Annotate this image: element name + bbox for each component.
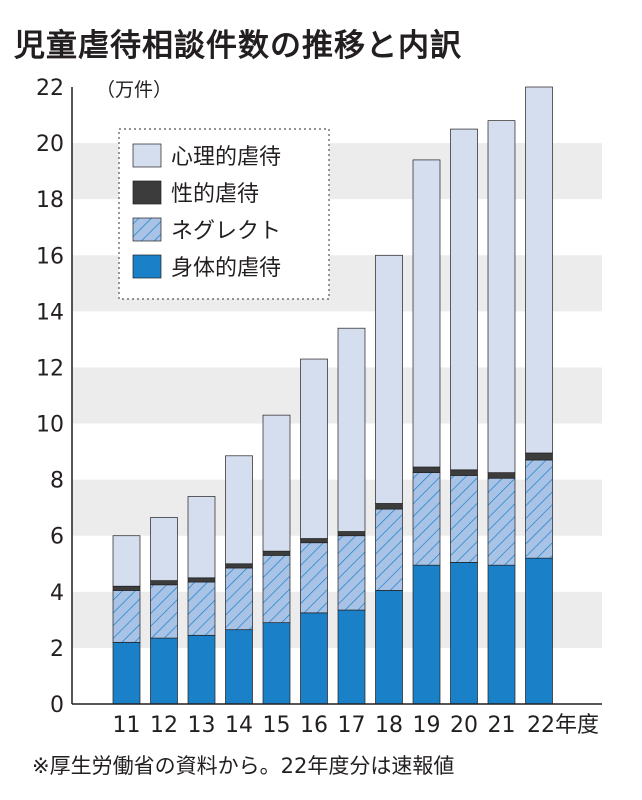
bar-segment [487, 120, 516, 473]
y-tick-label: 2 [50, 637, 64, 662]
y-tick-label: 10 [36, 413, 64, 438]
bar-segment [525, 557, 553, 705]
bar-segment [450, 475, 478, 563]
bar-segment [450, 128, 478, 471]
bar-segment [262, 414, 291, 552]
legend-swatch [132, 217, 162, 242]
bar-segment [412, 472, 441, 566]
bar-segment [112, 641, 141, 705]
x-tick-label: 22年度 [527, 713, 599, 738]
chart-title: 児童虐待相談件数の推移と内訳 [14, 28, 462, 64]
y-tick-label: 18 [36, 188, 64, 213]
bar-segment [300, 538, 328, 544]
bar-segment [187, 496, 216, 579]
y-tick-label: 6 [50, 525, 64, 550]
bar-segment [187, 581, 216, 636]
bar-segment [262, 550, 291, 556]
y-axis-unit: （万件） [96, 79, 172, 101]
bar-segment [112, 590, 141, 643]
y-tick-label: 16 [36, 244, 64, 269]
bar-segment [412, 466, 441, 473]
bar-segment [337, 531, 366, 537]
legend-swatch [132, 254, 162, 279]
x-tick-label: 19 [413, 713, 441, 738]
bar-segment [187, 577, 216, 583]
bar-segment [487, 472, 516, 479]
bar-segment [225, 567, 253, 631]
x-tick-label: 17 [338, 713, 366, 738]
bar-segment [337, 609, 366, 705]
grid-band [72, 367, 602, 424]
bar-segment [300, 612, 328, 705]
bar-segment [375, 503, 403, 510]
bar-segment [412, 564, 441, 705]
legend-label: ネグレクト [171, 219, 281, 244]
bar-segment [450, 469, 478, 476]
x-tick-label: 13 [188, 713, 216, 738]
bar-segment [112, 535, 141, 587]
bar-segment [225, 629, 253, 705]
bar-segment [487, 477, 516, 566]
y-tick-label: 20 [36, 132, 64, 157]
legend-label: 性的虐待 [171, 182, 259, 207]
x-tick-label: 14 [225, 713, 253, 738]
bar-segment [525, 452, 553, 461]
source-footnote: ※厚生労働省の資料から。22年度分は速報値 [32, 754, 455, 778]
bar-segment [487, 564, 516, 705]
y-tick-label: 0 [50, 693, 64, 718]
axes: 0 2 4 6 8 10 12 14 16 18 20 22 （万件） 11 12 13 14 15 16 17 18 1… [36, 76, 602, 738]
y-tick-label: 12 [36, 356, 64, 381]
y-tick-label: 8 [50, 469, 64, 494]
y-tick-label: 4 [50, 581, 64, 606]
bar-segment [375, 590, 403, 705]
bar-segment [150, 637, 178, 705]
bar-segment [525, 86, 553, 454]
stacked-bar-chart: 0 2 4 6 8 10 12 14 16 18 20 22 （万件） 11 12 13 14 15 16 17 18 1… [36, 76, 602, 738]
legend-swatch [132, 180, 162, 205]
x-tick-label: 18 [375, 713, 403, 738]
x-tick-label: 11 [113, 713, 141, 738]
x-tick-label: 20 [450, 713, 478, 738]
bar-segment [375, 254, 403, 504]
bar-segment [337, 327, 366, 532]
bar-segment [262, 555, 291, 624]
bar-segment [525, 459, 553, 559]
bar-segment [112, 585, 141, 591]
legend-swatch [132, 143, 162, 168]
bar-segment [337, 535, 366, 611]
bar-segment [300, 542, 328, 614]
bar-segment [225, 563, 253, 569]
x-tick-label: 21 [488, 713, 516, 738]
bar-segment [450, 562, 478, 705]
x-tick-label: 16 [300, 713, 328, 738]
bar-segment [150, 584, 178, 639]
bars [112, 86, 553, 705]
bar-segment [150, 517, 178, 581]
legend-label: 身体的虐待 [171, 256, 281, 281]
bar-segment [262, 622, 291, 705]
y-tick-label: 14 [36, 300, 64, 325]
x-tick-label: 12 [150, 713, 178, 738]
bar-segment [300, 358, 328, 539]
bar-segment [187, 634, 216, 705]
bar-segment [412, 159, 441, 468]
bar-segment [225, 455, 253, 565]
x-tick-label: 15 [263, 713, 291, 738]
y-tick-label: 22 [36, 76, 64, 101]
bar-segment [375, 508, 403, 591]
legend-label: 心理的虐待 [171, 145, 281, 170]
bar-segment [150, 580, 178, 586]
